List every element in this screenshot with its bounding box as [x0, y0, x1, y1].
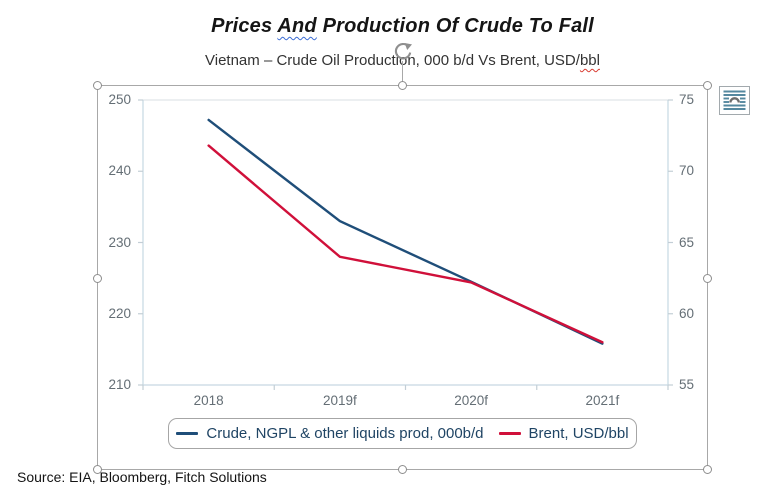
subtitle-spell-flagged-word: bbl	[579, 52, 600, 69]
selection-handle-bottom-right[interactable]	[703, 465, 712, 474]
title-text: Prices	[211, 15, 278, 37]
legend-label-brent: Brent, USD/bbl	[528, 425, 629, 442]
title-grammar-flagged-word: And	[277, 15, 317, 37]
x-axis-label: 2021f	[585, 393, 620, 408]
legend-item-crude: Crude, NGPL & other liquids prod, 000b/d	[176, 425, 484, 442]
x-axis-label: 2019f	[322, 393, 357, 408]
plot-border	[142, 99, 669, 386]
title-text-after: Production Of Crude To Fall	[316, 15, 594, 37]
y-axis-left-label: 210	[108, 377, 131, 392]
rotate-handle-icon[interactable]	[391, 40, 415, 64]
y-axis-right-label: 60	[679, 305, 695, 321]
series-line-crude[interactable]	[207, 118, 604, 345]
y-axis-left-label: 230	[108, 234, 131, 250]
subtitle-text: Vietnam – Crude Oil Production, 000 b/d …	[205, 52, 580, 69]
selection-handle-bottom-center[interactable]	[398, 465, 407, 474]
series-line-brent[interactable]	[207, 144, 604, 344]
selection-handle-mid-right[interactable]	[703, 274, 712, 283]
y-axis-right-label: 55	[679, 377, 695, 392]
legend-item-brent: Brent, USD/bbl	[498, 425, 629, 442]
source-attribution: Source: EIA, Bloomberg, Fitch Solutions	[17, 469, 267, 485]
y-axis-right-label: 75	[679, 92, 695, 107]
y-axis-left-label: 220	[108, 305, 131, 321]
chart-title: Prices And Production Of Crude To Fall	[97, 15, 708, 38]
rotate-handle-stem	[402, 61, 403, 85]
legend-swatch-crude-line	[176, 432, 199, 435]
y-axis-left-label: 240	[108, 163, 131, 179]
chart-subtitle: Vietnam – Crude Oil Production, 000 b/d …	[97, 52, 708, 69]
x-axis-label: 2020f	[454, 393, 489, 408]
selection-handle-top-right[interactable]	[703, 81, 712, 90]
layout-options-button[interactable]	[719, 86, 750, 115]
chart-legend[interactable]: Crude, NGPL & other liquids prod, 000b/d…	[168, 418, 637, 449]
legend-label-crude: Crude, NGPL & other liquids prod, 000b/d	[206, 425, 484, 442]
y-axis-right-label: 65	[679, 234, 695, 250]
y-axis-right-label: 70	[679, 163, 695, 179]
legend-swatch-brent-line	[498, 432, 521, 435]
selection-handle-top-left[interactable]	[93, 81, 102, 90]
selection-handle-mid-left[interactable]	[93, 274, 102, 283]
selection-handle-bottom-left[interactable]	[93, 465, 102, 474]
y-axis-left-label: 250	[108, 92, 131, 107]
layout-options-text-wrap-icon	[723, 90, 746, 110]
selection-handle-top-center[interactable]	[398, 81, 407, 90]
x-axis-label: 2018	[193, 393, 224, 408]
